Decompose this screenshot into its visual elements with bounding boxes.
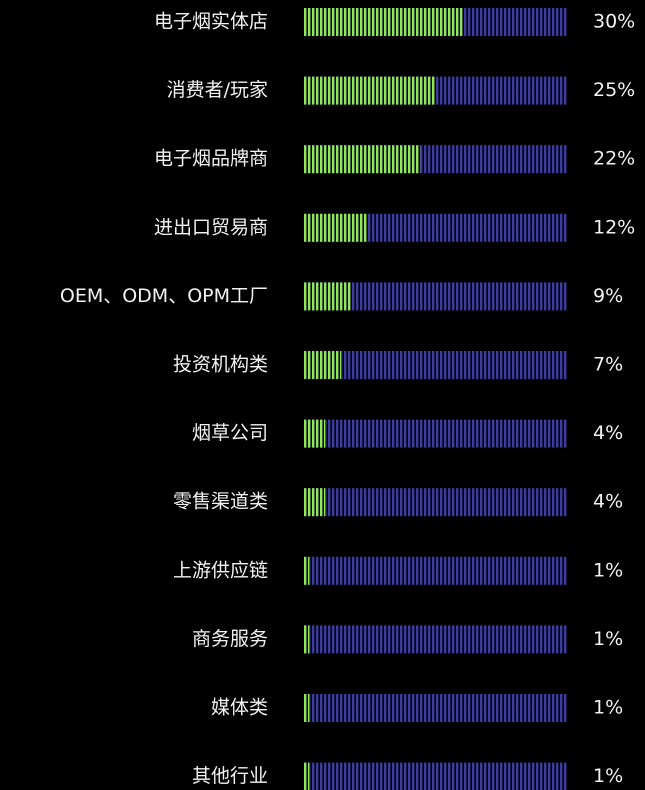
- value-label: 4%: [593, 491, 623, 513]
- category-label: 电子烟品牌商: [154, 148, 268, 170]
- category-label: 烟草公司: [192, 422, 268, 444]
- value-label: 7%: [593, 354, 623, 376]
- bar-track: [304, 556, 568, 585]
- bar: [304, 625, 310, 654]
- bar-track: [304, 488, 568, 517]
- value-label: 22%: [593, 148, 635, 170]
- category-label: OEM、ODM、OPM工厂: [60, 285, 268, 307]
- bar: [304, 419, 326, 448]
- bar: [304, 694, 310, 722]
- bar: [304, 213, 368, 242]
- category-label: 媒体类: [211, 697, 268, 719]
- bar-track: [304, 419, 568, 448]
- category-label: 其他行业: [192, 765, 268, 787]
- value-label: 30%: [593, 11, 635, 33]
- bar: [304, 282, 352, 311]
- value-label: 1%: [593, 765, 623, 787]
- value-label: 9%: [593, 285, 623, 307]
- value-label: 1%: [593, 628, 623, 650]
- bar: [304, 762, 310, 790]
- bar-track: [304, 762, 568, 790]
- value-label: 12%: [593, 216, 635, 238]
- category-label: 消费者/玩家: [167, 79, 268, 101]
- value-label: 1%: [593, 697, 623, 719]
- bar: [304, 76, 436, 105]
- bar: [304, 351, 341, 379]
- bar: [304, 8, 463, 36]
- category-label: 上游供应链: [173, 559, 268, 581]
- bar: [304, 145, 421, 174]
- value-label: 4%: [593, 422, 623, 444]
- category-label: 零售渠道类: [173, 491, 268, 513]
- value-label: 1%: [593, 559, 623, 581]
- category-label: 投资机构类: [173, 354, 268, 376]
- value-label: 25%: [593, 79, 635, 101]
- bar-track: [304, 694, 568, 722]
- category-label: 进出口贸易商: [154, 216, 268, 238]
- bar: [304, 488, 326, 517]
- bar: [304, 556, 310, 585]
- bar-track: [304, 625, 568, 654]
- category-label: 电子烟实体店: [154, 11, 268, 33]
- category-label: 商务服务: [192, 628, 268, 650]
- bar-track: [304, 351, 568, 379]
